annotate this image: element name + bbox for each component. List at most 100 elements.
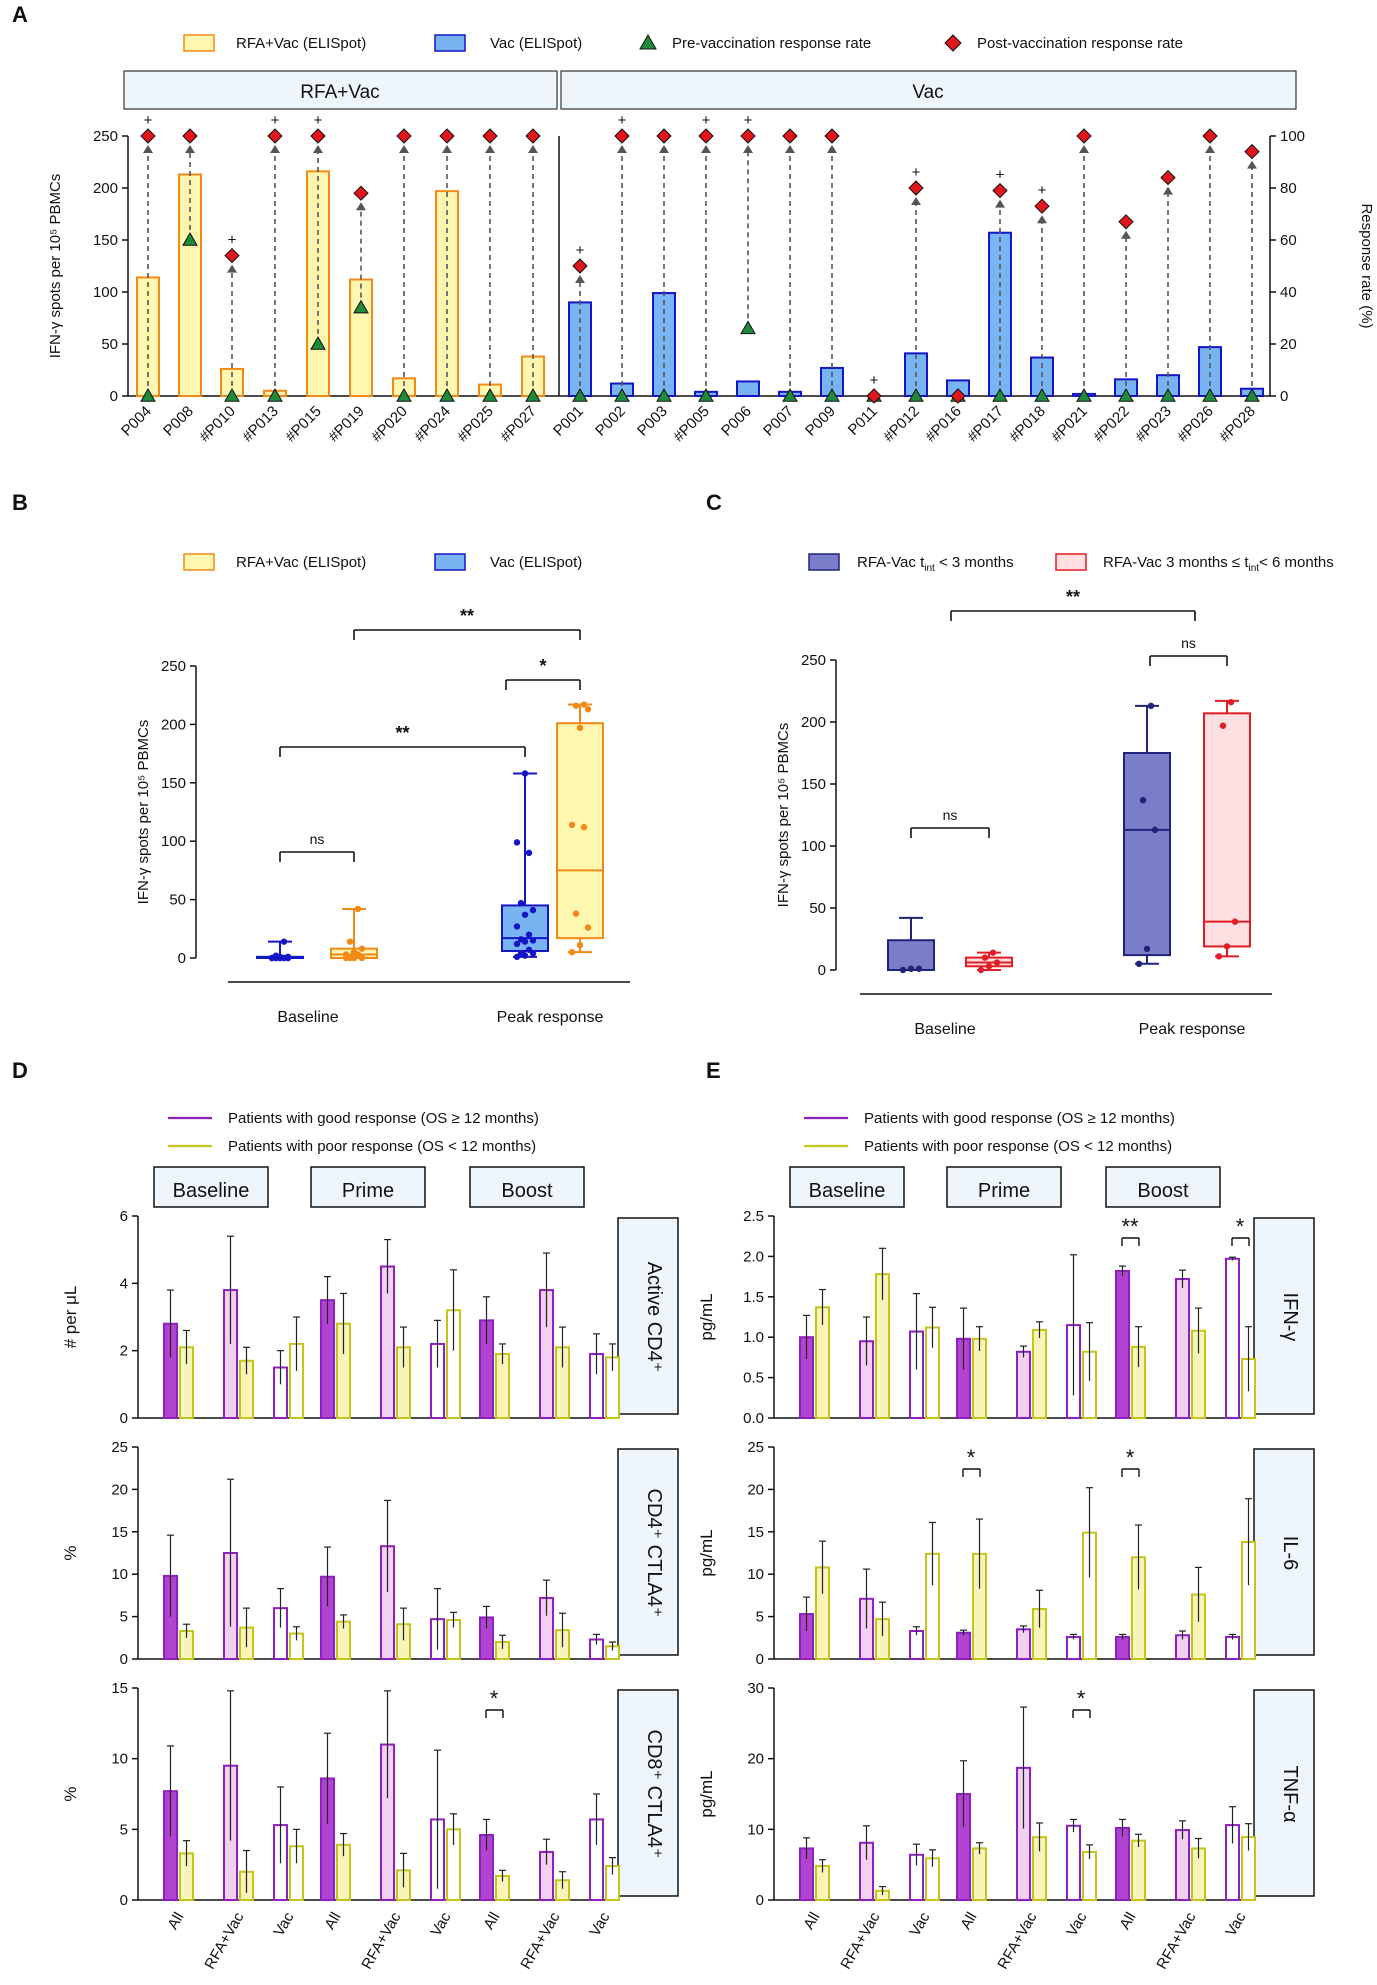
- a-x-tick-label: #P027: [497, 403, 540, 446]
- a-y-left-title: IFN-γ spots per 10⁵ PBMCs: [47, 174, 64, 359]
- e-bar-poor: [972, 1847, 987, 1901]
- a-pre-marker: [525, 387, 541, 402]
- a-arrow-head: [1079, 145, 1089, 153]
- a-post-marker: [1118, 214, 1134, 230]
- e-category-label: All: [957, 1910, 980, 1933]
- d-row-name: CD4⁺ CTLA4⁺: [643, 1489, 665, 1618]
- a-x-tick-label: P001: [550, 403, 587, 440]
- a-pre-marker: [572, 387, 588, 402]
- a-arrow-head: [1037, 215, 1047, 224]
- a-y-right-title: Response rate (%): [1358, 203, 1375, 328]
- c-point: [907, 965, 915, 972]
- d-row-name-box: [617, 1448, 679, 1656]
- d-category-label: Vac: [270, 1909, 297, 1939]
- a-post-marker: [482, 128, 498, 144]
- a-arrow-head: [356, 202, 366, 211]
- c-group-label: Baseline: [914, 1021, 975, 1038]
- a-pre-marker: [992, 387, 1008, 402]
- a-bar: [736, 380, 760, 398]
- c-group-label: Peak response: [1139, 1021, 1246, 1038]
- e-row-y-tick-label: 10: [747, 1821, 764, 1838]
- c-sig-label: **: [1066, 587, 1080, 607]
- a-arrow-head: [659, 145, 669, 153]
- d-row-y-tick-label: 4: [120, 1275, 128, 1292]
- b-point: [529, 906, 537, 914]
- a-arrow-head: [1247, 160, 1257, 169]
- a-arrow-head: [827, 145, 837, 153]
- a-pre-marker: [182, 231, 198, 246]
- legend-marker-post: [944, 34, 962, 52]
- e-row-y-title: pg/mL: [697, 1770, 716, 1817]
- a-x-tick-label: P003: [634, 403, 671, 440]
- c-point: [985, 963, 993, 970]
- c-legend-label-late: RFA-Vac 3 months ≤ tint< 6 months: [1103, 554, 1334, 574]
- e-timepoint-label: Boost: [1137, 1180, 1189, 1202]
- c-point: [1135, 960, 1143, 967]
- a-post-marker: [698, 128, 714, 144]
- a-arrow-head: [143, 145, 153, 153]
- e-sig-label: *: [1077, 1686, 1086, 1711]
- e-row-name-box: [1253, 1448, 1315, 1656]
- d-timepoint-box: [153, 1166, 269, 1208]
- b-y-tick-label: 0: [178, 950, 186, 967]
- a-y-left-tick-label: 0: [110, 388, 118, 405]
- d-row-y-tick-label: 2: [120, 1343, 128, 1360]
- a-post-marker: [992, 182, 1008, 199]
- e-category-label: All: [800, 1910, 823, 1933]
- a-post-marker: [224, 247, 240, 264]
- a-pre-marker: [1202, 387, 1218, 402]
- c-point: [1147, 702, 1155, 710]
- d-row-y-tick-label: 10: [111, 1566, 128, 1583]
- panel-label-b: B: [12, 490, 28, 515]
- d-category-label: All: [164, 1910, 187, 1933]
- e-bar-good: [1066, 1824, 1081, 1902]
- a-arrow-head: [227, 264, 237, 273]
- a-x-tick-label: #P010: [196, 403, 239, 446]
- e-row-y-tick-label: 20: [747, 1751, 764, 1768]
- b-y-tick-label: 200: [161, 716, 186, 733]
- a-post-marker: [396, 128, 412, 144]
- c-legend-label-early: RFA-Vac tint < 3 months: [857, 554, 1014, 574]
- e-bar-good: [1115, 1269, 1130, 1419]
- a-y-left-tick-label: 50: [101, 336, 118, 353]
- c-point: [977, 966, 985, 974]
- b-sig-label: ns: [310, 831, 325, 847]
- a-pre-marker: [310, 335, 326, 350]
- a-y-right-tick-label: 0: [1280, 388, 1288, 405]
- b-point: [358, 945, 366, 952]
- a-y-right-tick-label: 80: [1280, 180, 1297, 197]
- e-bar-good: [1016, 1628, 1031, 1660]
- a-y-left-tick-label: 100: [93, 284, 118, 301]
- a-arrow-head: [1205, 145, 1215, 153]
- b-legend-swatch-vac: [434, 553, 466, 571]
- e-row-name-box: [1253, 1217, 1315, 1415]
- e-category-label: RFA+Vac: [994, 1909, 1040, 1972]
- panel-label-e: E: [706, 1058, 721, 1083]
- a-x-tick-label: #P022: [1090, 403, 1133, 446]
- a-plus-mark: +: [1038, 182, 1047, 199]
- e-bar-good: [1175, 1278, 1190, 1420]
- a-x-tick-label: #P013: [239, 403, 282, 446]
- a-post-marker: [353, 185, 369, 201]
- a-x-tick-label: #P028: [1216, 403, 1259, 446]
- e-row-y-tick-label: 0.5: [743, 1370, 764, 1387]
- b-point: [517, 936, 525, 943]
- e-row-y-tick-label: 1.5: [743, 1289, 764, 1306]
- e-bar-good: [1066, 1635, 1081, 1661]
- e-bar-good: [1225, 1635, 1240, 1661]
- b-point: [517, 950, 525, 957]
- legend-label-post: Post-vaccination response rate: [977, 35, 1183, 52]
- a-arrow-head: [485, 145, 495, 153]
- e-row-y-title: pg/mL: [697, 1529, 716, 1576]
- a-plus-mark: +: [271, 112, 280, 129]
- a-x-tick-label: #P017: [964, 403, 1007, 446]
- d-category-label: Vac: [586, 1909, 613, 1939]
- e-bar-poor: [1082, 1850, 1097, 1901]
- e-category-label: All: [1116, 1910, 1139, 1933]
- legend-swatch-rfa: [183, 34, 215, 52]
- a-arrow-head: [1163, 186, 1173, 195]
- c-sig-label: ns: [943, 807, 958, 823]
- b-point: [580, 701, 588, 708]
- legend-swatch-vac: [434, 34, 466, 52]
- a-y-left-tick-label: 200: [93, 180, 118, 197]
